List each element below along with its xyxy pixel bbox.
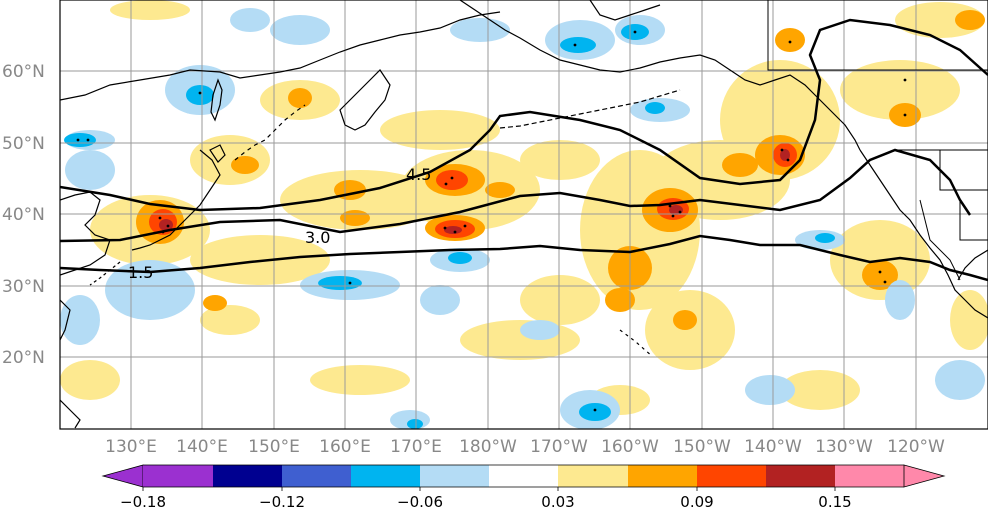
lon-label-160e: 160°E <box>319 437 371 457</box>
colorbar-tick-0-09: 0.09 <box>680 493 713 511</box>
anomaly-shading <box>60 0 988 429</box>
coastlines <box>60 0 988 429</box>
colorbar-tick-0-15: 0.15 <box>818 493 851 511</box>
colorbar-segment-8 <box>628 465 697 487</box>
lon-label-150e: 150°E <box>248 437 300 457</box>
colorbar-segment-11 <box>835 465 904 487</box>
lon-label-180w: 180°W <box>459 437 517 457</box>
map-panel: 4.5 3.0 1.5 <box>59 0 988 430</box>
colorbar-tick-neg-0-18: −0.18 <box>120 493 166 511</box>
contour-label-4-5: 4.5 <box>406 165 431 184</box>
lat-label-20n: 20°N <box>2 348 45 368</box>
lon-label-140e: 140°E <box>176 437 228 457</box>
contour-labels: 4.5 3.0 1.5 <box>128 165 431 282</box>
map-frame <box>59 0 988 430</box>
colorbar-extend-high <box>903 464 946 488</box>
lat-label-60n: 60°N <box>2 62 45 82</box>
lat-label-40n: 40°N <box>2 205 45 225</box>
latitude-labels: 20°N 30°N 40°N 50°N 60°N <box>2 62 45 368</box>
colorbar-tick-neg-0-12: −0.12 <box>259 493 305 511</box>
colorbar-segment-4 <box>351 465 420 487</box>
lon-label-130w: 130°W <box>815 437 873 457</box>
lon-label-150w: 150°W <box>673 437 731 457</box>
longitude-labels: 130°E 140°E 150°E 160°E 170°E 180°W 170°… <box>105 437 945 457</box>
colorbar-segment-7 <box>558 465 628 487</box>
colorbar-extend-low <box>101 464 144 488</box>
lon-label-170w: 170°W <box>530 437 588 457</box>
colorbar-segment-9 <box>697 465 766 487</box>
colorbar: −0.18 −0.12 −0.06 0.03 0.09 0.15 <box>101 464 946 511</box>
colorbar-outline <box>143 464 904 488</box>
colorbar-segment-5 <box>420 465 489 487</box>
colorbar-segment-10 <box>766 465 835 487</box>
borders <box>767 0 988 281</box>
contour-label-3-0: 3.0 <box>305 228 330 247</box>
colorbar-segment-1 <box>143 465 213 487</box>
lat-label-30n: 30°N <box>2 277 45 297</box>
lon-label-130e: 130°E <box>105 437 157 457</box>
lon-label-160w: 160°W <box>601 437 659 457</box>
lon-label-120w: 120°W <box>887 437 945 457</box>
graticule <box>60 0 988 429</box>
contour-label-1-5: 1.5 <box>128 263 153 282</box>
lat-label-50n: 50°N <box>2 134 45 154</box>
lon-label-170e: 170°E <box>390 437 442 457</box>
lon-label-140w: 140°W <box>744 437 802 457</box>
height-contours <box>60 18 988 282</box>
colorbar-segment-2 <box>213 465 282 487</box>
colorbar-tick-neg-0-06: −0.06 <box>397 493 443 511</box>
colorbar-tick-0-03: 0.03 <box>541 493 574 511</box>
colorbar-segment-6 <box>489 465 558 487</box>
colorbar-segment-3 <box>282 465 351 487</box>
